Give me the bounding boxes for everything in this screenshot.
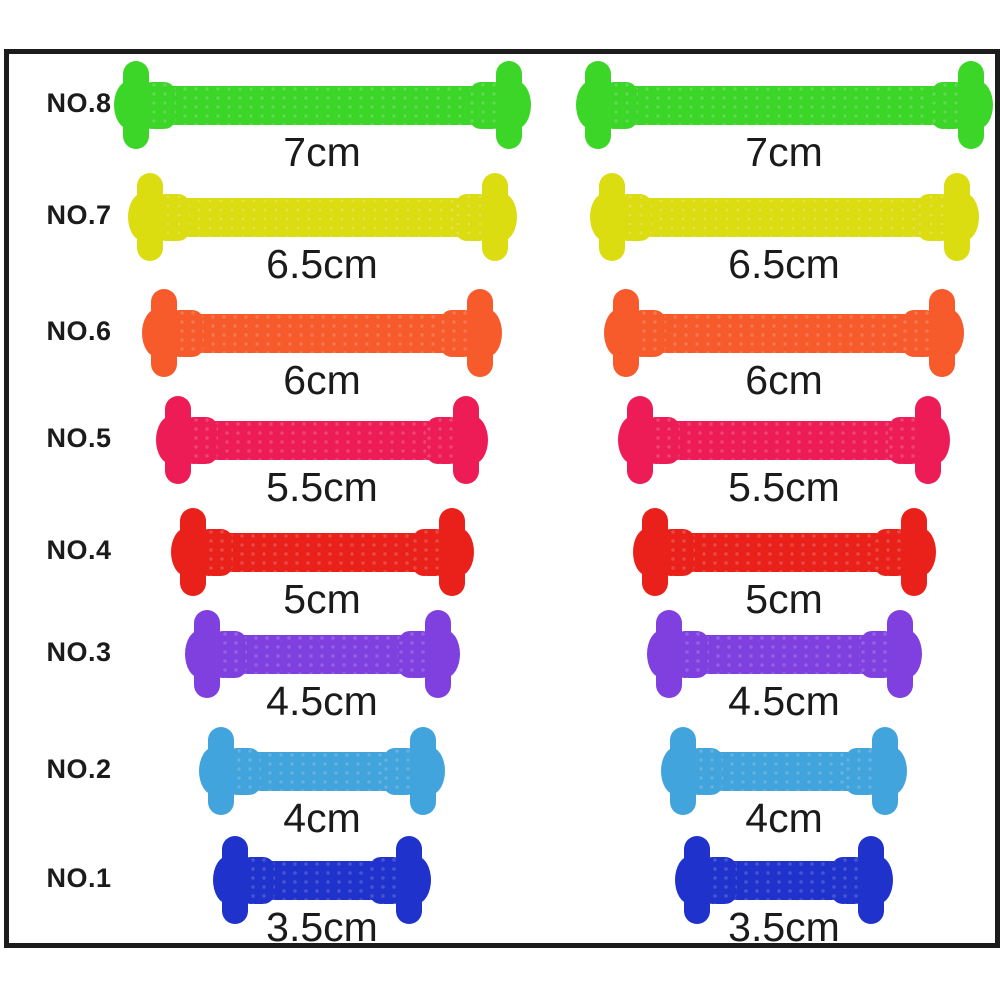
- lace-strap: [237, 857, 407, 904]
- lace-end-cap-left: [170, 508, 206, 596]
- lace-strap: [599, 82, 969, 129]
- lace-strap: [642, 417, 926, 464]
- size-label-right: 5cm: [745, 576, 823, 622]
- lace-strap: [670, 631, 898, 678]
- lace-strap: [685, 748, 883, 795]
- lace-strap: [151, 194, 493, 241]
- lace-strap: [208, 631, 436, 678]
- lace-left: [184, 610, 460, 698]
- lace-strap: [656, 529, 912, 576]
- lace-end-cap-right: [915, 396, 950, 484]
- lace-end-cap-left: [604, 289, 639, 377]
- size-label-right: 4cm: [745, 795, 823, 841]
- lace-right: [604, 289, 964, 377]
- row-number-label: NO.1: [46, 863, 112, 893]
- lace-end-cap-right: [467, 289, 502, 377]
- lace-left: [127, 173, 517, 261]
- lace-end-cap-left: [646, 610, 682, 698]
- row-number-label: NO.3: [46, 637, 112, 667]
- size-label-left: 4.5cm: [266, 678, 378, 724]
- lace-strap: [223, 748, 421, 795]
- lace-end-cap-left: [661, 727, 696, 815]
- lace-strap: [137, 82, 507, 129]
- size-label-left: 4cm: [283, 795, 361, 841]
- lace-end-cap-right: [495, 61, 531, 149]
- size-label-left: 6cm: [283, 357, 361, 403]
- lace-right: [646, 610, 922, 698]
- size-label-left: 6.5cm: [266, 241, 378, 287]
- lace-right: [675, 836, 893, 924]
- lace-strap: [166, 310, 478, 357]
- lace-end-cap-left: [618, 396, 653, 484]
- lace-left: [213, 836, 431, 924]
- size-label-right: 7cm: [745, 129, 823, 175]
- lace-end-cap-right: [453, 396, 488, 484]
- lace-strap: [180, 417, 464, 464]
- lace-strap: [613, 194, 955, 241]
- lace-end-cap-left: [127, 173, 163, 261]
- lace-end-cap-right: [424, 610, 460, 698]
- lace-right: [575, 61, 993, 149]
- lace-end-cap-right: [481, 173, 517, 261]
- lace-right: [632, 508, 936, 596]
- lace-strap: [628, 310, 940, 357]
- size-label-right: 5.5cm: [728, 464, 840, 510]
- size-label-right: 6.5cm: [728, 241, 840, 287]
- row-number-label: NO.8: [46, 88, 112, 118]
- size-label-left: 3.5cm: [266, 904, 378, 950]
- lace-end-cap-left: [113, 61, 149, 149]
- lace-left: [156, 396, 488, 484]
- lace-end-cap-left: [632, 508, 668, 596]
- lace-left: [199, 727, 445, 815]
- lace-end-cap-right: [900, 508, 936, 596]
- lace-end-cap-left: [675, 836, 710, 924]
- size-label-right: 3.5cm: [728, 904, 840, 950]
- lace-end-cap-left: [213, 836, 248, 924]
- lace-end-cap-left: [184, 610, 220, 698]
- size-label-left: 5.5cm: [266, 464, 378, 510]
- lace-strap: [194, 529, 450, 576]
- lace-end-cap-right: [957, 61, 993, 149]
- lace-end-cap-right: [886, 610, 922, 698]
- lace-right: [661, 727, 907, 815]
- row-number-label: NO.4: [46, 535, 112, 565]
- lace-left: [170, 508, 474, 596]
- lace-end-cap-right: [858, 836, 893, 924]
- lace-end-cap-right: [872, 727, 907, 815]
- row-number-label: NO.7: [46, 200, 112, 230]
- size-label-right: 6cm: [745, 357, 823, 403]
- lace-end-cap-left: [589, 173, 625, 261]
- lace-end-cap-left: [575, 61, 611, 149]
- lace-end-cap-right: [943, 173, 979, 261]
- lace-right: [618, 396, 950, 484]
- lace-end-cap-left: [199, 727, 234, 815]
- lace-end-cap-right: [929, 289, 964, 377]
- lace-end-cap-left: [156, 396, 191, 484]
- lace-right: [589, 173, 979, 261]
- lace-end-cap-left: [142, 289, 177, 377]
- row-number-label: NO.2: [46, 754, 112, 784]
- lace-strap: [699, 857, 869, 904]
- lace-left: [113, 61, 531, 149]
- row-number-label: NO.5: [46, 423, 112, 453]
- lace-left: [142, 289, 502, 377]
- size-label-left: 7cm: [283, 129, 361, 175]
- lace-end-cap-right: [438, 508, 474, 596]
- size-label-left: 5cm: [283, 576, 361, 622]
- row-number-label: NO.6: [46, 316, 112, 346]
- lace-end-cap-right: [410, 727, 445, 815]
- size-label-right: 4.5cm: [728, 678, 840, 724]
- lace-end-cap-right: [396, 836, 431, 924]
